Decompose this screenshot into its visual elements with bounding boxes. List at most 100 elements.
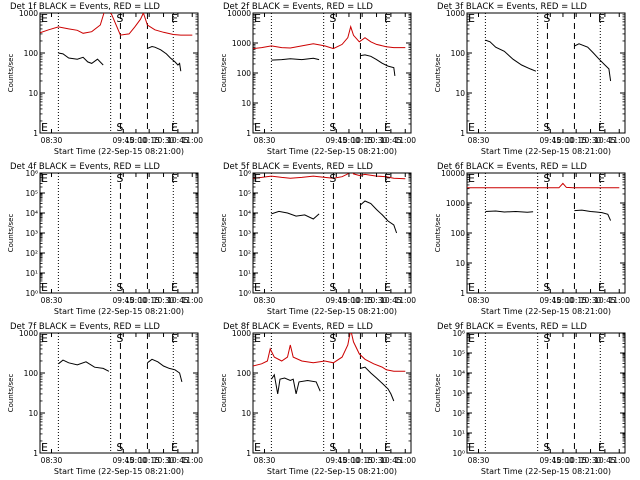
panel-title: Det 6f BLACK = Events, RED = LLD [437, 162, 587, 172]
panel-title: Det 8f BLACK = Events, RED = LLD [223, 322, 373, 332]
x-tick-label: 09:45 [112, 456, 134, 465]
x-tick-label: 10:45 [380, 136, 402, 145]
x-tick-label: 11:00 [181, 456, 203, 465]
panel-8: Det 8f BLACK = Events, RED = LLDEESSEE11… [220, 322, 416, 476]
x-tick-label: 10:00 [552, 136, 574, 145]
panel-9: Det 9f BLACK = Events, RED = LLDEESSEE10… [434, 322, 630, 476]
y-tick-label: 1 [246, 129, 251, 138]
marker-label-bottom: S [329, 121, 336, 134]
x-tick-label: 10:30 [580, 296, 602, 305]
y-axis-label: Counts/sec [434, 214, 442, 253]
y-axis-label: Counts/sec [434, 54, 442, 93]
x-axis-label: Start Time (22-Sep-15 08:21:00) [54, 467, 184, 476]
x-tick-label: 10:15 [565, 456, 587, 465]
marker-label-top: S [543, 12, 550, 25]
marker-label-top: E [171, 12, 178, 25]
y-tick-label: 10² [238, 249, 251, 258]
panel-title: Det 9f BLACK = Events, RED = LLD [437, 322, 587, 332]
marker-label-top: E [254, 332, 261, 345]
x-tick-label: 10:15 [565, 136, 587, 145]
x-tick-label: 08:30 [468, 456, 490, 465]
x-tick-label: 10:15 [351, 296, 373, 305]
y-tick-label: 1 [460, 289, 465, 298]
x-tick-label: 11:00 [181, 296, 203, 305]
x-tick-label: 10:45 [380, 456, 402, 465]
marker-label-top: E [41, 332, 48, 345]
x-tick-label: 11:00 [608, 296, 630, 305]
y-tick-label: 10⁴ [25, 209, 38, 218]
x-tick-label: 10:45 [167, 296, 189, 305]
x-tick-label: 08:30 [254, 296, 276, 305]
events-series-line [147, 358, 183, 383]
y-tick-label: 10² [452, 409, 465, 418]
y-tick-label: 10 [455, 259, 465, 268]
marker-label-top: E [598, 12, 605, 25]
x-tick-label: 10:00 [338, 136, 360, 145]
marker-label-top: S [329, 12, 336, 25]
x-axis-label: Start Time (22-Sep-15 08:21:00) [54, 147, 184, 156]
marker-label-bottom: S [543, 441, 550, 454]
plot-frame [39, 172, 199, 294]
marker-label-top: S [543, 172, 550, 185]
x-tick-label: 10:00 [125, 456, 147, 465]
plot-area [57, 173, 174, 293]
y-tick-label: 10 [28, 409, 38, 418]
x-tick-label: 10:15 [138, 456, 160, 465]
plot-area [40, 13, 193, 133]
x-tick-label: 08:30 [41, 136, 63, 145]
x-tick-label: 11:00 [181, 136, 203, 145]
marker-label-bottom: E [171, 281, 178, 294]
x-tick-label: 08:30 [468, 296, 490, 305]
y-axis-label: Counts/sec [220, 214, 228, 253]
x-tick-label: 11:00 [608, 136, 630, 145]
x-tick-label: 09:45 [325, 136, 347, 145]
marker-label-bottom: E [598, 441, 605, 454]
marker-label-top: S [116, 332, 123, 345]
x-tick-label: 10:45 [380, 296, 402, 305]
marker-label-bottom: E [254, 121, 261, 134]
x-tick-label: 10:15 [138, 136, 160, 145]
y-tick-label: 10⁶ [25, 169, 38, 178]
x-tick-label: 09:45 [539, 456, 561, 465]
events-series-line [58, 359, 110, 372]
y-tick-label: 10 [241, 99, 251, 108]
panel-title: Det 1f BLACK = Events, RED = LLD [10, 2, 160, 12]
events-series-line [485, 39, 537, 72]
marker-label-bottom: S [543, 281, 550, 294]
x-tick-label: 10:30 [366, 456, 388, 465]
events-series-line [271, 210, 320, 220]
y-tick-label: 10⁰ [25, 289, 38, 298]
y-tick-label: 10⁵ [25, 189, 38, 198]
y-tick-label: 1000 [232, 39, 251, 48]
y-tick-label: 10¹ [452, 429, 465, 438]
lld-series-line [467, 182, 620, 189]
x-axis-label: Start Time (22-Sep-15 08:21:00) [267, 467, 397, 476]
lld-series-line [253, 333, 406, 372]
x-tick-label: 09:45 [539, 136, 561, 145]
y-axis-label: Counts/sec [7, 54, 15, 93]
lld-series-line [40, 13, 193, 36]
marker-label-top: E [171, 332, 178, 345]
y-tick-label: 1000 [19, 9, 38, 18]
y-axis-label: Counts/sec [7, 374, 15, 413]
y-tick-label: 10⁶ [452, 329, 465, 338]
y-tick-label: 1 [246, 449, 251, 458]
panel-4: Det 4f BLACK = Events, RED = LLDEESSEE10… [7, 162, 203, 316]
y-tick-label: 1000 [232, 329, 251, 338]
marker-label-bottom: S [116, 281, 123, 294]
y-tick-label: 10⁴ [238, 209, 251, 218]
x-tick-label: 09:45 [539, 296, 561, 305]
y-tick-label: 10³ [238, 229, 251, 238]
y-tick-label: 10⁵ [238, 189, 251, 198]
marker-label-bottom: S [116, 441, 123, 454]
marker-label-top: S [329, 172, 336, 185]
marker-label-top: E [468, 332, 475, 345]
x-tick-label: 08:30 [468, 136, 490, 145]
y-tick-label: 10 [455, 89, 465, 98]
y-tick-label: 100 [237, 369, 252, 378]
y-axis-label: Counts/sec [220, 54, 228, 93]
events-series-line [58, 52, 104, 66]
x-tick-label: 10:30 [580, 456, 602, 465]
marker-label-bottom: E [384, 281, 391, 294]
